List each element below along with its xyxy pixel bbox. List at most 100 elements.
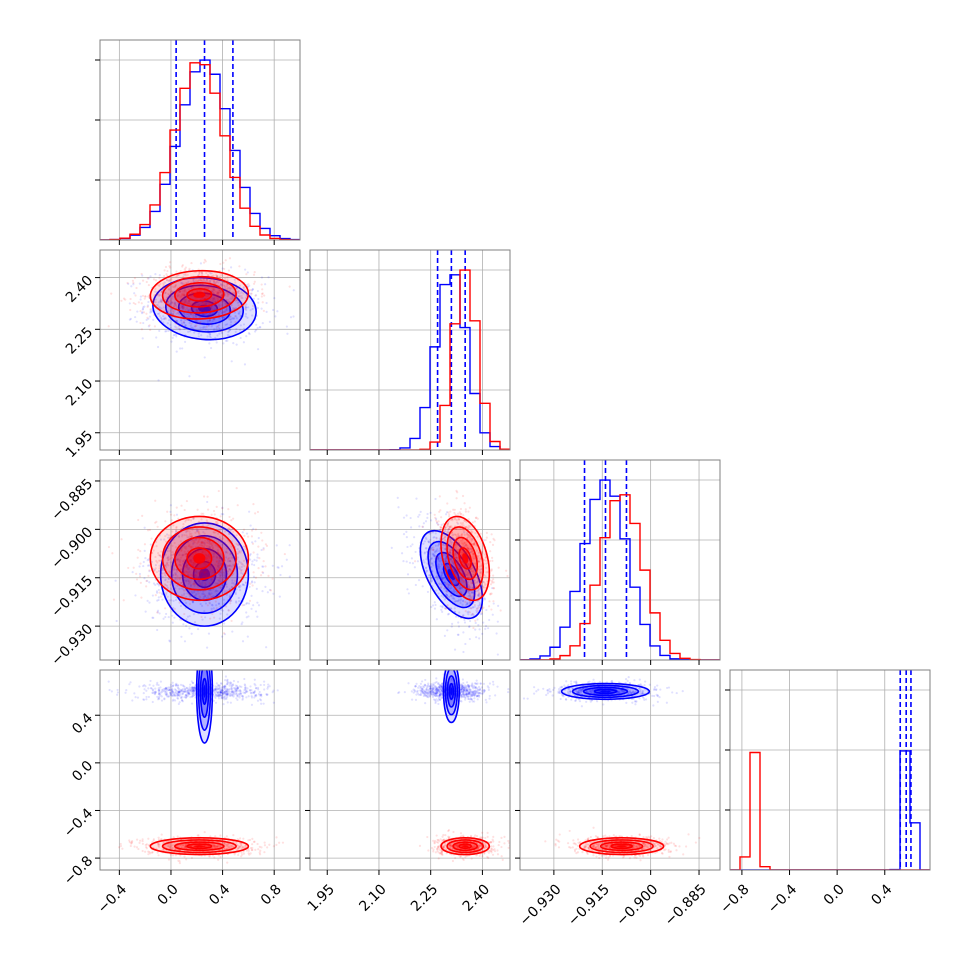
sample-point (216, 325, 220, 328)
sample-point (466, 590, 469, 594)
sample-point (228, 690, 231, 693)
sample-point (171, 685, 174, 688)
sample-point (171, 310, 175, 313)
sample-point (257, 545, 260, 548)
sample-point (240, 565, 243, 568)
sample-point (134, 594, 137, 597)
sample-point (230, 565, 233, 568)
sample-point (207, 545, 211, 548)
sample-point (397, 506, 400, 509)
sample-point (229, 681, 232, 684)
sample-point (177, 517, 180, 520)
sample-point (446, 565, 450, 568)
sample-point (212, 287, 216, 290)
sample-point (170, 689, 173, 692)
sample-point (236, 687, 239, 690)
sample-point (192, 552, 195, 556)
sample-point (180, 690, 183, 693)
sample-point (438, 537, 441, 540)
sample-point (288, 285, 291, 288)
sample-point (203, 544, 206, 547)
sample-point (179, 528, 183, 531)
sample-point (224, 277, 227, 280)
sample-point (208, 298, 211, 301)
sample-point (213, 689, 216, 692)
sample-point (216, 565, 219, 568)
sample-point (461, 539, 464, 542)
sample-point (159, 306, 162, 309)
sample-point (219, 612, 222, 615)
sample-point (457, 542, 460, 545)
sample-point (170, 290, 173, 293)
sample-point (231, 296, 234, 299)
sample-point (410, 557, 413, 560)
sample-point (483, 582, 487, 585)
sample-point (183, 550, 186, 553)
sample-point (199, 602, 202, 606)
sample-point (215, 690, 218, 693)
sample-point (465, 526, 468, 529)
sample-point (153, 313, 156, 317)
sample-point (181, 264, 184, 267)
sample-point (213, 295, 216, 299)
sample-point (188, 555, 191, 558)
sample-point (225, 564, 228, 567)
sample-point (217, 291, 221, 294)
sample-point (188, 591, 191, 594)
sample-point (438, 582, 441, 585)
sample-point (218, 693, 221, 696)
sample-point (181, 533, 184, 537)
sample-point (225, 689, 228, 692)
sample-point (226, 333, 230, 337)
sample-point (459, 587, 462, 590)
sample-point (178, 691, 181, 694)
sample-point (200, 518, 203, 521)
sample-point (187, 544, 190, 547)
sample-point (482, 581, 485, 584)
sample-point (197, 530, 200, 533)
sample-point (265, 646, 268, 649)
sample-point (225, 568, 228, 571)
sample-point (482, 539, 486, 542)
sample-point (189, 295, 193, 298)
sample-point (460, 554, 463, 557)
sample-point (212, 297, 216, 301)
sample-point (402, 516, 406, 519)
sample-point (226, 558, 230, 561)
sample-point (208, 541, 212, 544)
sample-point (197, 571, 200, 574)
sample-point (211, 604, 214, 607)
sample-point (191, 286, 194, 289)
sample-point (215, 695, 219, 698)
sample-point (194, 686, 197, 689)
sample-point (479, 558, 482, 561)
sample-point (450, 526, 453, 529)
sample-point (147, 300, 150, 304)
sample-point (470, 591, 474, 594)
sample-point (173, 305, 176, 308)
sample-point (138, 282, 142, 285)
sample-point (184, 520, 187, 523)
sample-point (463, 563, 466, 566)
sample-point (473, 541, 476, 545)
sample-point (473, 520, 477, 523)
sample-point (468, 625, 471, 628)
sample-point (458, 578, 461, 581)
sample-point (459, 576, 463, 579)
sample-point (454, 556, 458, 560)
sample-point (452, 508, 455, 511)
sample-point (158, 276, 161, 280)
sample-point (411, 562, 415, 565)
sample-point (430, 546, 434, 549)
sample-point (471, 549, 474, 552)
sample-point (169, 266, 172, 269)
sample-point (220, 694, 223, 697)
sample-point (213, 288, 216, 291)
sample-point (164, 540, 168, 543)
sample-point (181, 306, 184, 309)
sample-point (179, 561, 182, 564)
sample-point (185, 624, 188, 627)
sample-point (235, 688, 238, 691)
sample-point (465, 546, 468, 549)
sample-point (169, 583, 172, 586)
